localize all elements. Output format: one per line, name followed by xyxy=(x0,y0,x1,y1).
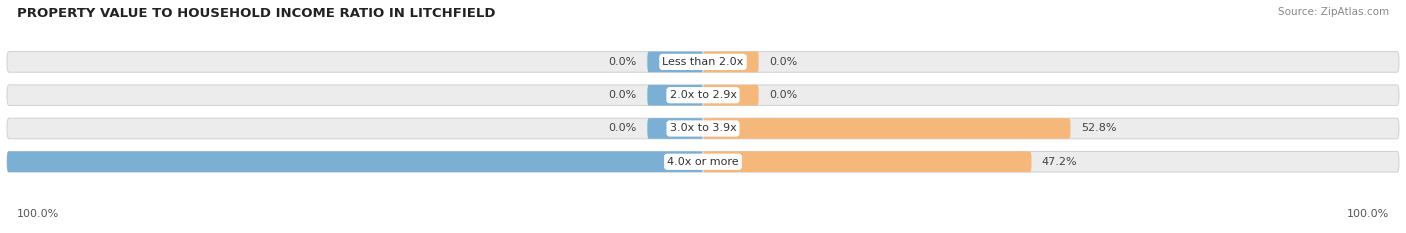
FancyBboxPatch shape xyxy=(703,151,1032,172)
Text: 0.0%: 0.0% xyxy=(769,57,797,67)
FancyBboxPatch shape xyxy=(647,51,703,72)
FancyBboxPatch shape xyxy=(7,151,703,172)
Text: 100.0%: 100.0% xyxy=(1347,209,1389,219)
Text: 2.0x to 2.9x: 2.0x to 2.9x xyxy=(669,90,737,100)
FancyBboxPatch shape xyxy=(647,85,703,106)
FancyBboxPatch shape xyxy=(647,118,703,139)
Text: 4.0x or more: 4.0x or more xyxy=(668,157,738,167)
Text: 0.0%: 0.0% xyxy=(769,90,797,100)
FancyBboxPatch shape xyxy=(7,118,1399,139)
Text: PROPERTY VALUE TO HOUSEHOLD INCOME RATIO IN LITCHFIELD: PROPERTY VALUE TO HOUSEHOLD INCOME RATIO… xyxy=(17,7,495,20)
Text: 3.0x to 3.9x: 3.0x to 3.9x xyxy=(669,123,737,134)
FancyBboxPatch shape xyxy=(7,85,1399,106)
Text: 0.0%: 0.0% xyxy=(609,90,637,100)
Text: Less than 2.0x: Less than 2.0x xyxy=(662,57,744,67)
Text: 100.0%: 100.0% xyxy=(17,209,59,219)
FancyBboxPatch shape xyxy=(703,118,1070,139)
Text: 47.2%: 47.2% xyxy=(1042,157,1077,167)
FancyBboxPatch shape xyxy=(703,85,759,106)
FancyBboxPatch shape xyxy=(703,51,759,72)
Text: 52.8%: 52.8% xyxy=(1081,123,1116,134)
FancyBboxPatch shape xyxy=(7,51,1399,72)
Text: 0.0%: 0.0% xyxy=(609,123,637,134)
FancyBboxPatch shape xyxy=(7,151,1399,172)
Text: Source: ZipAtlas.com: Source: ZipAtlas.com xyxy=(1278,7,1389,17)
Text: 0.0%: 0.0% xyxy=(609,57,637,67)
